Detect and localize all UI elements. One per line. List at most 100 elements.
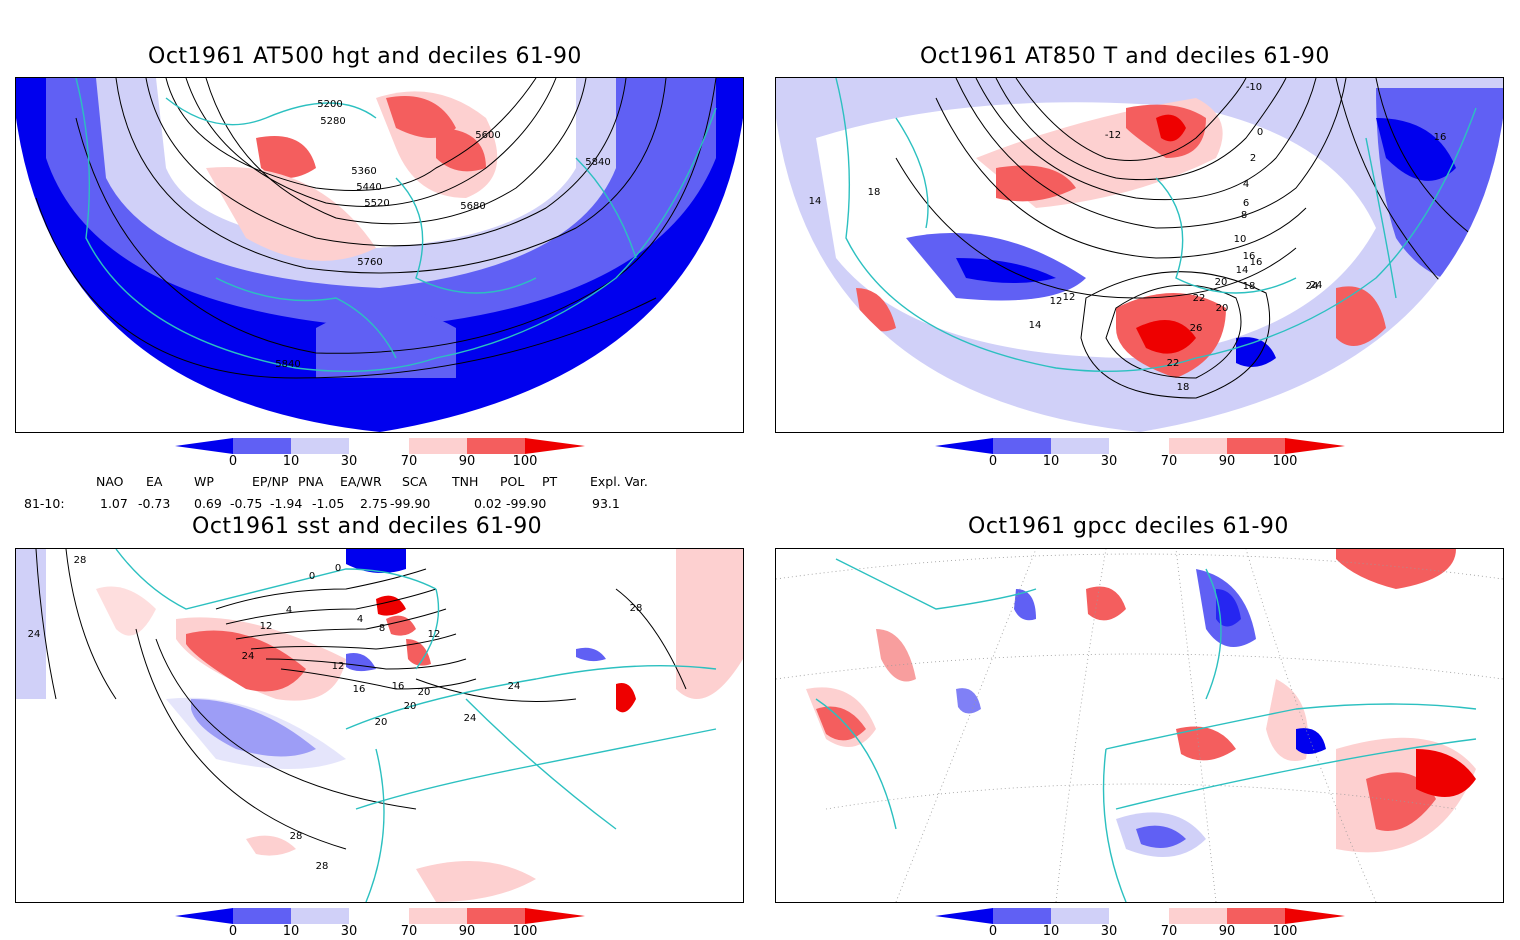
colorbar-tick: 0 — [228, 924, 238, 939]
t850-map-panel: -10 -12 0 2 4 6 8 10 12 14 16 18 20 22 2… — [775, 77, 1504, 433]
colorbar-swatch — [993, 438, 1051, 454]
contour-label: 24 — [28, 629, 41, 640]
hgt-contour-labels: 5200 5280 5360 5440 5520 5600 5680 5760 … — [275, 99, 610, 370]
sst-map-panel: 28 24 0 0 4 4 8 12 12 16 20 24 28 28 24 … — [15, 548, 744, 903]
t850-decile-zone — [1336, 286, 1386, 346]
colorbar-swatch — [233, 438, 291, 454]
contour-label: 16 — [1243, 251, 1256, 262]
t850-decile-zone — [996, 165, 1076, 202]
contour-label: 5360 — [351, 166, 376, 177]
contour-label: 6 — [1243, 198, 1249, 209]
contour-label: 12 — [1050, 296, 1063, 307]
contour-label: 28 — [316, 861, 329, 872]
colorbar-tick: 10 — [282, 454, 300, 469]
contour-label: 8 — [1241, 210, 1247, 221]
hgt-colorbar: 0 10 30 70 90 100 — [175, 438, 585, 470]
index-name: PT — [542, 474, 558, 489]
index-row-label: 81-10: — [24, 496, 65, 511]
colorbar-tick: 100 — [512, 454, 538, 469]
colorbar-tick: 90 — [1218, 924, 1236, 939]
contour-label: 8 — [379, 623, 385, 634]
hgt-decile-zone — [386, 96, 456, 138]
colorbar-swatch — [467, 438, 525, 454]
colorbar-swatch — [349, 438, 409, 454]
contour-label: 16 — [353, 684, 366, 695]
colorbar-swatch — [291, 438, 349, 454]
colorbar-labels: 0 10 30 70 90 100 — [935, 924, 1345, 940]
contour-label: 12 — [1063, 292, 1076, 303]
colorbar-swatch — [233, 908, 291, 924]
contour-label: -12 — [1105, 130, 1121, 141]
colorbar-swatch — [291, 908, 349, 924]
index-name: EP/NP — [252, 474, 289, 489]
index-value: -0.75 — [230, 496, 263, 511]
contour-label: 14 — [1029, 320, 1042, 331]
t850-decile-zone — [956, 258, 1056, 283]
t850-decile-zone — [1156, 114, 1186, 142]
index-name: Expl. Var. — [590, 474, 648, 489]
contour-label: 5280 — [320, 116, 345, 127]
contour-label: 10 — [1234, 234, 1247, 245]
contour-label: 28 — [630, 603, 643, 614]
colorbar-swatch — [175, 908, 233, 924]
sst-decile-zone — [166, 697, 346, 769]
colorbar-labels: 0 10 30 70 90 100 — [175, 454, 585, 470]
colorbar-tick: 30 — [340, 924, 358, 939]
colorbar-swatch — [349, 908, 409, 924]
hgt-map-panel: 5200 5280 5360 5440 5520 5600 5680 5760 … — [15, 77, 744, 433]
colorbar-tick: 10 — [282, 924, 300, 939]
sst-contour-labels: 28 24 0 0 4 4 8 12 12 16 20 24 28 28 24 … — [28, 555, 643, 872]
index-value: 0.02 — [474, 496, 502, 511]
colorbar-swatches — [935, 908, 1345, 924]
contour-label: 4 — [1243, 179, 1249, 190]
teleconnection-index-table: NAO EA WP EP/NP PNA EA/WR SCA TNH POL PT… — [0, 474, 740, 514]
contour-label: 18 — [1177, 382, 1190, 393]
sst-decile-zone — [376, 595, 406, 616]
colorbar-tick: 70 — [1160, 924, 1178, 939]
colorbar-labels: 0 10 30 70 90 100 — [935, 454, 1345, 470]
contour-label: 28 — [290, 831, 303, 842]
colorbar-swatch — [935, 438, 993, 454]
colorbar-swatch — [1051, 908, 1109, 924]
contour-label: 20 — [375, 717, 388, 728]
sst-panel-title: Oct1961 sst and deciles 61-90 — [192, 514, 543, 539]
t850-panel-title: Oct1961 AT850 T and deciles 61-90 — [920, 44, 1330, 69]
contour-label: 22 — [1193, 293, 1206, 304]
index-name: POL — [500, 474, 525, 489]
colorbar-swatch — [1285, 438, 1345, 454]
sst-decile-zone — [616, 683, 636, 713]
hgt-map: 5200 5280 5360 5440 5520 5600 5680 5760 … — [16, 78, 743, 432]
colorbar-swatch — [1227, 438, 1285, 454]
contour-label: 24 — [508, 681, 521, 692]
index-value: 2.75 — [360, 496, 388, 511]
t850-decile-zone — [1136, 320, 1196, 354]
colorbar-swatch — [175, 438, 233, 454]
contour-label: 5840 — [275, 359, 300, 370]
index-name: EA — [146, 474, 163, 489]
index-name: NAO — [96, 474, 124, 489]
sst-coastlines — [115, 549, 717, 902]
colorbar-swatch — [993, 908, 1051, 924]
contour-label: 24 — [464, 713, 477, 724]
colorbar-tick: 0 — [228, 454, 238, 469]
colorbar-tick: 100 — [512, 924, 538, 939]
t850-decile-zone — [1376, 118, 1456, 181]
colorbar-swatch — [1109, 438, 1169, 454]
sst-decile-zone — [96, 586, 156, 636]
index-name: EA/WR — [340, 474, 382, 489]
contour-label: 12 — [332, 661, 345, 672]
contour-label: 4 — [286, 605, 292, 616]
contour-label: 5760 — [357, 257, 382, 268]
hgt-decile-zone — [316, 308, 456, 378]
contour-label: 22 — [1167, 358, 1180, 369]
contour-label: 0 — [1257, 127, 1263, 138]
gpcc-panel-title: Oct1961 gpcc deciles 61-90 — [968, 514, 1289, 539]
colorbar-swatch — [935, 908, 993, 924]
colorbar-tick: 30 — [1100, 454, 1118, 469]
contour-label: 5600 — [475, 130, 500, 141]
contour-label: 5680 — [460, 201, 485, 212]
contour-label: 12 — [260, 621, 273, 632]
colorbar-tick: 90 — [1218, 454, 1236, 469]
contour-label: 18 — [868, 187, 881, 198]
index-value: -99.90 — [506, 496, 547, 511]
